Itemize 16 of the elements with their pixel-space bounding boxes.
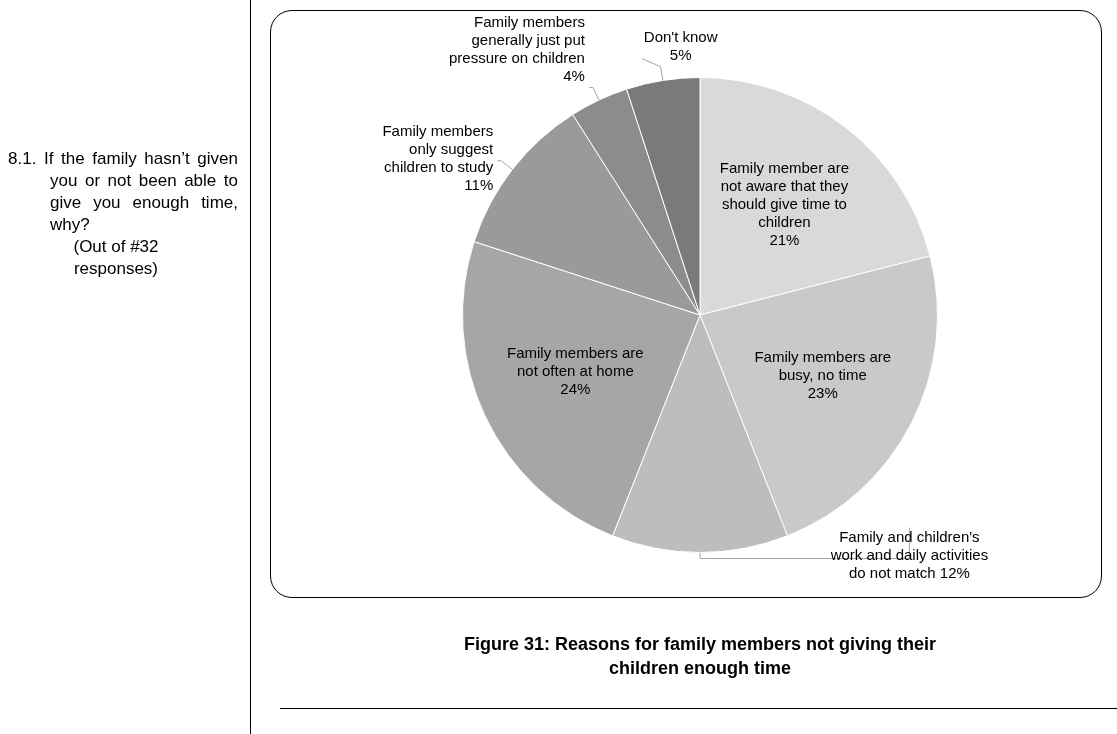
text: Figure 31: Reasons for family members not giving their children enough time [462, 633, 938, 680]
slice-label: Family and children's work and daily activities do not match 12% [829, 528, 989, 582]
data-label: 23% [807, 384, 838, 402]
slice-label: Family members are busy, no time [754, 348, 892, 384]
text: 8.1. If the family hasn’t given you or not been able to give you enough time, why? [8, 148, 238, 236]
data-label: 21% [769, 230, 800, 248]
slice-label: Family members generally just put pressure on children [448, 13, 586, 67]
slice-label: Family members only suggest children to study [382, 122, 495, 176]
data-label: 11% [464, 176, 494, 194]
data-label: 5% [669, 46, 692, 64]
slice-label: Family members are not often at home [507, 344, 644, 380]
text: (Out of #32 responses) [72, 236, 160, 280]
slice-label: Don't know [643, 28, 718, 46]
data-label: 24% [560, 380, 591, 398]
data-label: 4% [563, 67, 585, 85]
slice-label: Family member are not aware that they should give time to children [719, 158, 850, 230]
